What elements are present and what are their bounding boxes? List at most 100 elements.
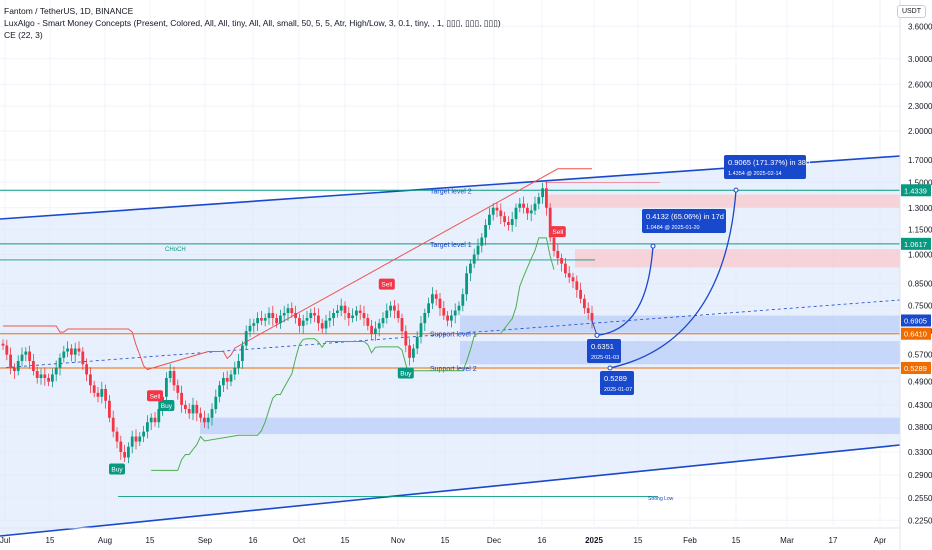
candle-body <box>305 318 309 321</box>
chart-title: Fantom / TetherUS, 1D, BINANCE <box>4 6 134 16</box>
projection-box <box>724 155 806 179</box>
candle-body <box>301 320 305 326</box>
candle-body <box>66 348 69 352</box>
y-tick-label: 0.3800 <box>908 423 932 432</box>
candle-body <box>210 409 214 418</box>
x-tick-label: 15 <box>441 536 450 545</box>
candle-body <box>309 313 313 319</box>
candle-body <box>343 305 347 314</box>
candle-body <box>172 371 176 386</box>
candle-body <box>472 254 476 264</box>
candle-body <box>560 258 563 264</box>
projection-subtitle: 2025-01-07 <box>604 387 632 393</box>
candle-body <box>108 400 111 418</box>
candle-body <box>225 377 229 382</box>
candle-body <box>423 313 427 324</box>
x-tick-label: 16 <box>249 536 258 545</box>
candle-body <box>28 351 31 362</box>
candle-body <box>522 203 525 208</box>
candle-body <box>366 318 370 326</box>
x-tick-label: Dec <box>487 536 501 545</box>
y-tick-label: 0.4300 <box>908 401 932 410</box>
candle-body <box>434 294 438 299</box>
projection-subtitle: 2025-01-03 <box>591 355 619 361</box>
candle-body <box>575 281 579 290</box>
candle-body <box>222 377 225 386</box>
candle-body <box>146 422 149 432</box>
buy-badge-label: Buy <box>400 371 412 378</box>
x-tick-label: 15 <box>146 536 155 545</box>
candle-body <box>446 315 449 321</box>
y-tick-label: 0.2250 <box>908 516 932 525</box>
candle-body <box>241 345 244 362</box>
y-tick-label: 0.2900 <box>908 471 932 480</box>
price-tag-label: 1.4339 <box>904 186 927 195</box>
candle-body <box>9 354 12 368</box>
candle-body <box>62 351 66 358</box>
projection-point <box>607 365 613 371</box>
candle-body <box>537 197 541 204</box>
candle-body <box>294 313 297 319</box>
candle-body <box>567 273 571 278</box>
price-tag <box>901 314 931 327</box>
indicator-ce-legend[interactable]: CE (22, 3) <box>4 30 43 40</box>
candle-body <box>362 313 366 319</box>
projection-title: 0.9065 (171.37%) in 38d <box>728 158 810 167</box>
candle-body <box>351 315 354 319</box>
sell-badge-label: Sell <box>552 229 563 236</box>
candle-body <box>96 392 100 397</box>
indicator-smc-legend[interactable]: LuxAlgo - Smart Money Concepts (Present,… <box>4 18 501 28</box>
candle-body <box>412 348 415 358</box>
candle-body <box>237 361 240 368</box>
buy-badge-label: Buy <box>161 403 173 410</box>
supply-zone-upper <box>545 194 900 208</box>
x-tick-label: 2025 <box>585 536 603 545</box>
supply-zone-lower <box>575 249 900 268</box>
candle-body <box>393 305 396 311</box>
candle-body <box>571 277 575 282</box>
candle-body <box>54 367 58 375</box>
candle-body <box>43 374 47 378</box>
sell-badge-label: Sell <box>150 393 161 400</box>
y-tick-label: 2.0000 <box>908 127 932 136</box>
demand-zone-lower <box>200 417 900 435</box>
candle-body <box>157 409 161 423</box>
candle-body <box>313 313 316 316</box>
candle-body <box>339 305 343 311</box>
candle-body <box>453 310 457 316</box>
y-tick-label: 1.7000 <box>908 156 932 165</box>
candle-body <box>529 210 533 214</box>
candle-body <box>450 315 453 321</box>
price-tag <box>901 237 931 250</box>
candle-body <box>590 313 594 321</box>
level-label: Target level 2 <box>430 188 472 195</box>
y-tick-label: 0.3300 <box>908 448 932 457</box>
candle-body <box>180 392 183 405</box>
x-tick-label: 15 <box>341 536 350 545</box>
candle-body <box>92 385 96 393</box>
x-tick-label: 17 <box>829 536 838 545</box>
candle-body <box>298 318 301 326</box>
candle-body <box>279 315 282 324</box>
projection-box <box>600 371 634 395</box>
y-tick-label: 2.6000 <box>908 80 932 89</box>
candle-body <box>20 354 24 362</box>
candle-body <box>408 345 411 358</box>
sell-badge <box>378 278 395 290</box>
candle-body <box>355 310 358 316</box>
y-tick-label: 3.0000 <box>908 55 932 64</box>
x-tick-label: Aug <box>98 536 112 545</box>
candle-body <box>58 357 62 368</box>
price-tag-label: 1.0617 <box>904 240 927 249</box>
candle-body <box>495 207 499 211</box>
candle-body <box>465 273 468 295</box>
candle-body <box>165 377 168 397</box>
candle-body <box>13 367 16 372</box>
x-tick-label: Nov <box>391 536 405 545</box>
currency-label[interactable]: USDT <box>896 5 926 18</box>
candle-body <box>404 331 408 346</box>
candle-body <box>47 377 50 382</box>
candle-body <box>206 417 210 423</box>
candle-body <box>70 348 73 355</box>
